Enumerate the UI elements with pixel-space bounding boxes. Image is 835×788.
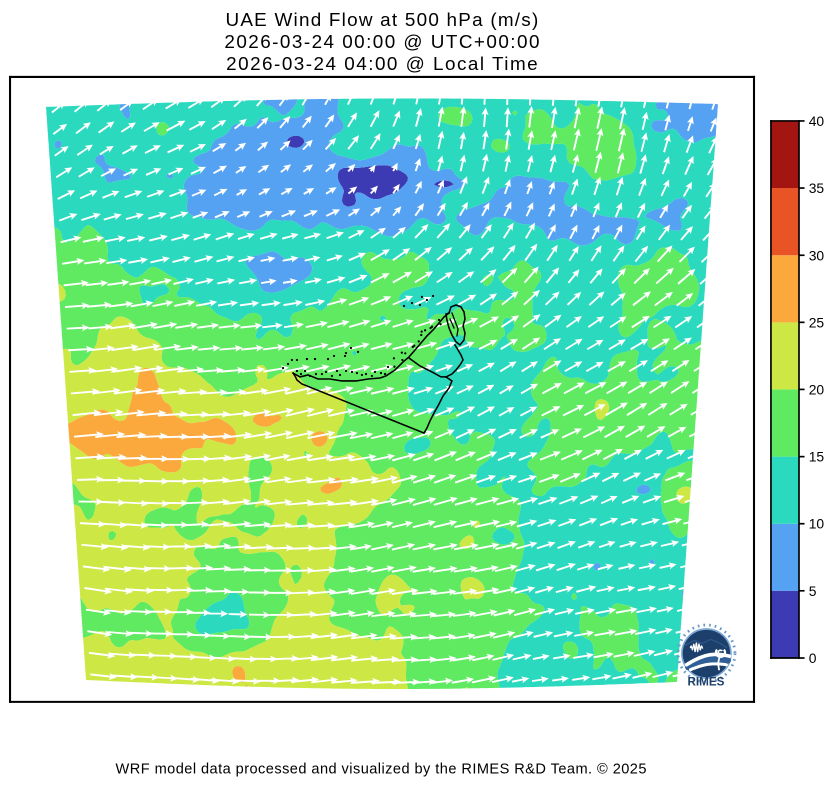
svg-text:RIMES: RIMES [687, 676, 724, 689]
svg-text:10: 10 [809, 516, 825, 532]
svg-text:30: 30 [809, 247, 825, 263]
svg-text:20: 20 [809, 382, 825, 398]
svg-text:2026-03-24 04:00 @ Local Time: 2026-03-24 04:00 @ Local Time [226, 54, 539, 75]
svg-text:UAE Wind Flow at 500 hPa (m/s): UAE Wind Flow at 500 hPa (m/s) [225, 10, 539, 31]
svg-text:WRF model data processed and v: WRF model data processed and visualized … [116, 762, 647, 778]
svg-text:25: 25 [809, 314, 825, 330]
svg-text:35: 35 [809, 180, 825, 196]
svg-text:5: 5 [809, 583, 817, 599]
svg-text:15: 15 [809, 449, 825, 465]
svg-text:0: 0 [809, 650, 817, 666]
svg-text:2026-03-24 00:00 @ UTC+00:00: 2026-03-24 00:00 @ UTC+00:00 [224, 32, 541, 53]
svg-text:40: 40 [809, 113, 825, 129]
